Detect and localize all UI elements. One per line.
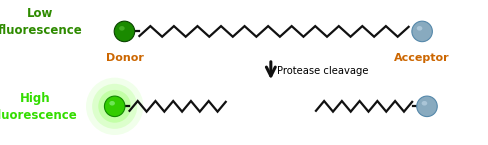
Text: Low
fluorescence: Low fluorescence (0, 7, 82, 37)
Text: High
fluorescence: High fluorescence (0, 92, 78, 122)
Ellipse shape (417, 96, 437, 117)
Ellipse shape (92, 84, 137, 129)
Text: Donor: Donor (105, 53, 143, 63)
Text: Protease cleavage: Protease cleavage (277, 66, 368, 76)
Ellipse shape (104, 96, 125, 117)
Text: Acceptor: Acceptor (394, 53, 450, 63)
Ellipse shape (422, 101, 427, 106)
Ellipse shape (98, 90, 131, 123)
Ellipse shape (417, 26, 423, 31)
Ellipse shape (109, 101, 115, 106)
Ellipse shape (86, 78, 143, 135)
Ellipse shape (412, 21, 432, 42)
Ellipse shape (119, 26, 125, 31)
Ellipse shape (114, 21, 135, 42)
